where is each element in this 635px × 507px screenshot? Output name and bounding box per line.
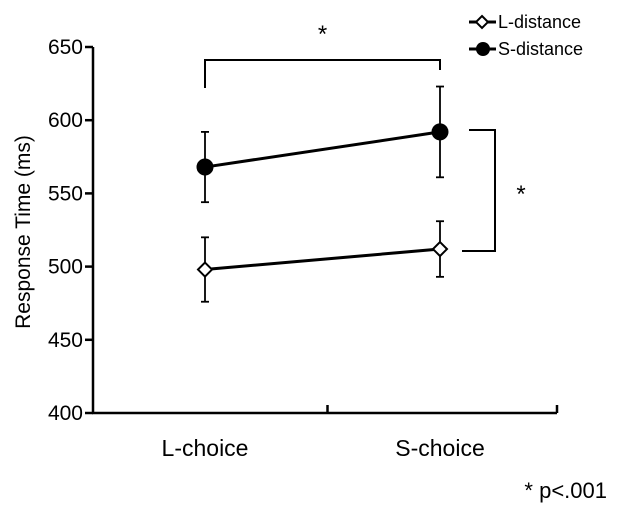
legend-diamond-icon [474, 14, 490, 30]
legend-item-l-distance: L-distance [469, 12, 581, 32]
y-tick-label: 550 [48, 182, 83, 205]
legend-circle-icon [476, 42, 490, 56]
significance-bracket-top [204, 59, 441, 88]
y-tick-label: 450 [48, 329, 83, 352]
legend-item-s-distance: S-distance [469, 39, 583, 59]
data-point-circle [431, 123, 449, 141]
series-line [204, 247, 441, 272]
y-tick-label: 500 [48, 256, 83, 279]
annotations: * * * p<.001 [204, 21, 607, 503]
series-line [204, 130, 441, 169]
y-tick-label: 650 [48, 36, 83, 59]
data-point-circle [196, 158, 214, 176]
x-tick-label: L-choice [162, 435, 249, 461]
data-point-diamond [431, 240, 449, 258]
significance-star-top: * [318, 21, 327, 48]
y-tick-label: 600 [48, 109, 83, 132]
axes [91, 47, 557, 415]
legend-label: S-distance [498, 39, 583, 59]
y-axis-title: Response Time (ms) [12, 135, 35, 329]
series-s-distance [196, 85, 449, 204]
x-tick-label: S-choice [395, 435, 484, 461]
legend: L-distance S-distance [469, 12, 583, 59]
y-ticks: 400 450 500 550 600 650 [48, 36, 93, 425]
series-l-distance [196, 220, 449, 303]
x-ticks: L-choice S-choice [162, 405, 559, 461]
legend-label: L-distance [498, 12, 581, 32]
y-tick-label: 400 [48, 402, 83, 425]
significance-footnote: * p<.001 [524, 478, 607, 503]
data-point-diamond [196, 261, 214, 278]
series-layer [196, 85, 449, 303]
significance-bracket-side [462, 129, 496, 252]
significance-star-side: * [516, 181, 525, 208]
